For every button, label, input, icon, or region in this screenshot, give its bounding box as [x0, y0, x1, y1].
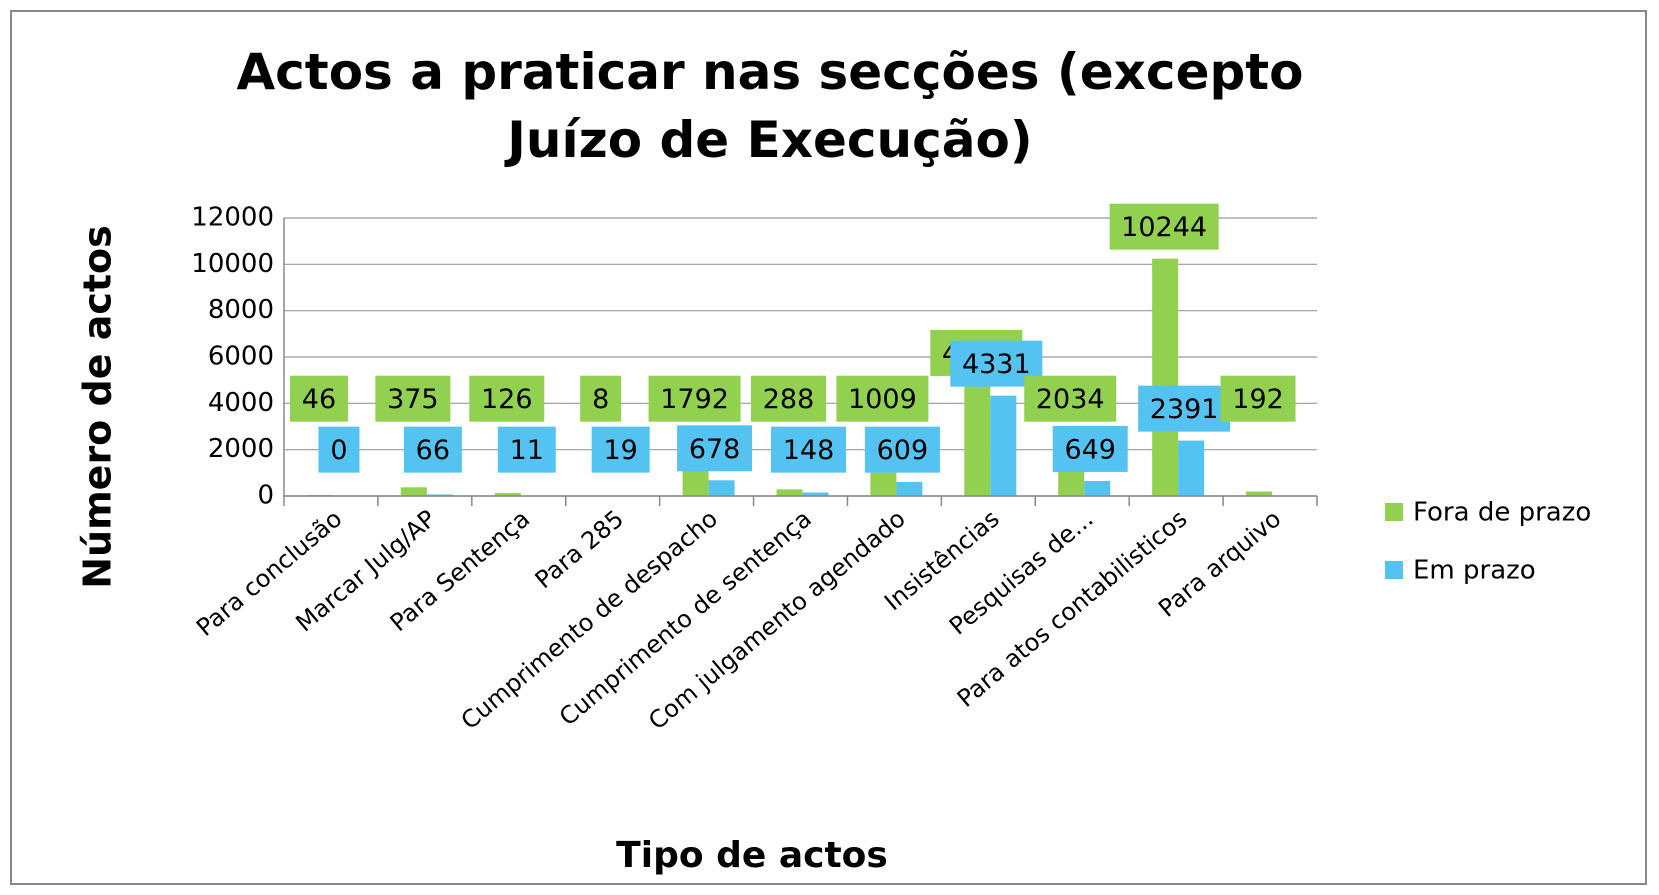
bar	[802, 492, 829, 496]
legend-swatch	[1385, 561, 1403, 579]
y-tick-label: 8000	[208, 295, 274, 325]
data-label: 1792	[660, 384, 729, 415]
data-label-box	[648, 375, 741, 422]
data-label: 2391	[1150, 394, 1219, 425]
data-label: 66	[416, 435, 450, 466]
data-label-box	[1220, 375, 1296, 422]
data-label: 19	[604, 435, 638, 466]
legend-swatch	[1385, 503, 1403, 521]
bar	[1084, 480, 1111, 496]
data-label-box	[771, 426, 846, 473]
data-label-box	[469, 375, 545, 422]
data-label-box	[591, 426, 650, 473]
y-tick-label: 0	[257, 481, 274, 511]
data-label-box	[1052, 425, 1128, 472]
data-label-box	[403, 426, 462, 473]
bar	[896, 481, 923, 496]
bar	[870, 472, 897, 496]
data-label-box	[289, 375, 348, 422]
legend-label: Em prazo	[1413, 556, 1536, 586]
data-label: 0	[330, 435, 347, 466]
data-label-box	[1024, 375, 1117, 422]
bar	[400, 487, 427, 496]
data-label: 8	[592, 384, 609, 415]
bar	[708, 480, 735, 496]
bar	[494, 493, 521, 496]
data-label-box	[580, 375, 622, 422]
bar	[1246, 491, 1273, 496]
data-label: 1009	[848, 384, 917, 415]
data-label: 288	[763, 384, 815, 415]
bar	[426, 494, 453, 496]
bar	[990, 395, 1017, 496]
y-tick-label: 12000	[191, 203, 274, 233]
data-label-box	[497, 426, 556, 473]
data-label: 678	[689, 434, 741, 465]
bar	[1152, 258, 1179, 496]
y-tick-label: 2000	[208, 434, 274, 464]
y-axis-title: Número de actos	[76, 225, 120, 589]
data-label: 609	[877, 435, 929, 466]
data-label: 192	[1232, 384, 1284, 415]
data-label: 126	[481, 384, 533, 415]
y-tick-label: 4000	[208, 388, 274, 418]
data-label: 375	[387, 384, 439, 415]
data-label-box	[836, 375, 929, 422]
data-label-box	[1138, 385, 1231, 432]
chart-title: Actos a praticar nas secções (excepto Ju…	[236, 43, 1304, 169]
data-label-box	[318, 426, 360, 473]
chart-frame	[10, 10, 1647, 885]
bar	[776, 489, 803, 496]
data-label-box	[375, 375, 451, 422]
data-label: 2034	[1036, 384, 1105, 415]
data-label-box	[751, 375, 826, 422]
x-axis-title: Tipo de actos	[616, 835, 888, 876]
data-label-box	[1109, 203, 1219, 250]
y-tick-label: 6000	[208, 342, 274, 372]
data-label-box	[677, 425, 753, 472]
data-label: 649	[1064, 434, 1116, 465]
bar	[964, 384, 991, 496]
data-label: 148	[783, 435, 835, 466]
data-label: 10244	[1121, 212, 1207, 243]
y-tick-label: 10000	[191, 249, 274, 279]
data-label: 46	[302, 384, 336, 415]
legend-label: Fora de prazo	[1413, 498, 1591, 528]
data-label: 4331	[962, 349, 1031, 380]
data-label: 11	[510, 435, 544, 466]
bar	[1178, 440, 1205, 496]
data-label-box	[864, 426, 940, 473]
